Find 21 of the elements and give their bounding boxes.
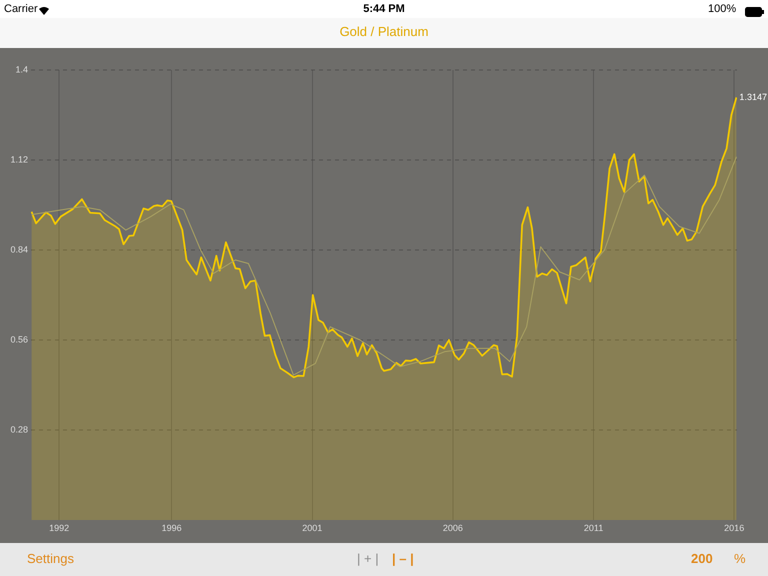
y-tick-label: 1.12 — [10, 154, 28, 164]
x-tick-label: 2016 — [724, 522, 744, 533]
x-tick-label: 2001 — [302, 522, 322, 533]
x-tick-label: 2006 — [442, 522, 463, 533]
text: 100% — [708, 3, 736, 15]
text: | – | — [392, 551, 414, 566]
annotation: 1.3147 — [739, 92, 767, 102]
x-tick-label: 1996 — [162, 522, 182, 533]
y-tick-label: 0.56 — [10, 334, 28, 344]
x-tick-label: 2011 — [584, 522, 604, 533]
text: 200 — [691, 551, 713, 566]
y-tick-label: 0.28 — [10, 424, 28, 434]
text: | + | — [357, 551, 379, 566]
text: Carrier — [4, 3, 38, 15]
chart-title: Gold / Platinum — [338, 24, 430, 39]
x-tick-label: 1992 — [49, 522, 70, 533]
text: 5:44 PM — [363, 3, 405, 15]
text: Settings — [27, 551, 74, 566]
y-tick-label: 1.4 — [15, 64, 28, 74]
y-tick-label: 0.84 — [10, 244, 28, 254]
text: % — [734, 551, 746, 566]
